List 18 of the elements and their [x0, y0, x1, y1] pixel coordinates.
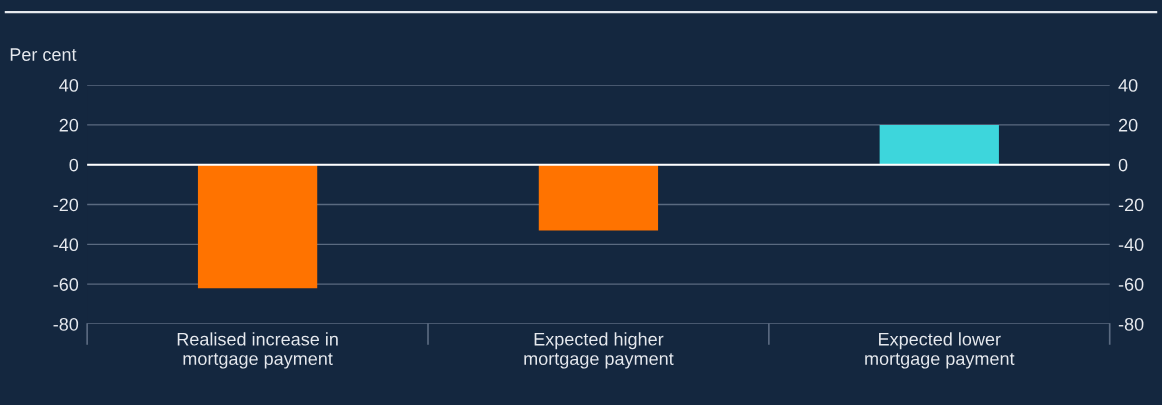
y-tick-label: 40 [59, 78, 79, 92]
y-tick-label: -40 [53, 238, 79, 252]
y-tick-label: -20 [53, 198, 79, 212]
y2-tick-label: 0 [1118, 158, 1128, 172]
y2-tick-label: 40 [1118, 78, 1138, 92]
y-tick-label: -60 [53, 278, 79, 291]
x-tick-label: Realised increase in mortgage payment [177, 332, 338, 369]
y2-tick-label: -80 [1118, 317, 1144, 331]
y-axis-title: Per cent [10, 48, 77, 61]
y-tick-label: 0 [69, 158, 79, 172]
y2-tick-label: -20 [1118, 198, 1144, 212]
x-tick-label: Expected higher mortgage payment [524, 332, 674, 369]
y2-tick-label: 20 [1118, 118, 1138, 132]
x-tick-label: Expected lower mortgage payment [865, 332, 1015, 369]
y2-tick-label: -60 [1118, 278, 1144, 291]
y-tick-label: -80 [53, 317, 79, 331]
y-tick-label: 20 [59, 118, 79, 132]
y2-tick-label: -40 [1118, 238, 1144, 252]
